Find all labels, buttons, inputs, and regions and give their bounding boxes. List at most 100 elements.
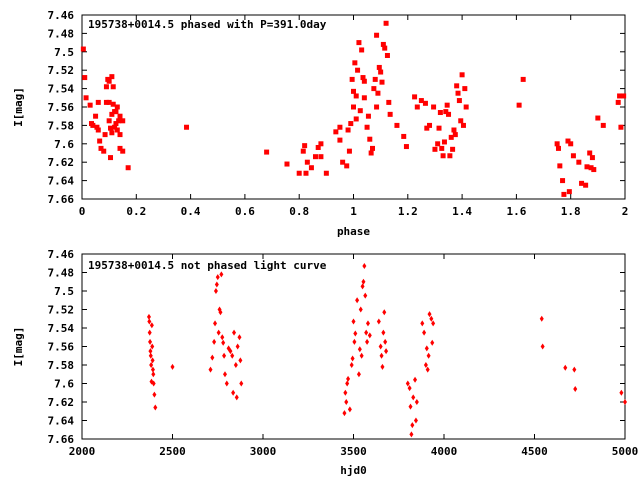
data-point (346, 148, 352, 154)
data-series (80, 20, 627, 197)
data-point (423, 362, 428, 368)
data-point (441, 139, 447, 145)
data-point (568, 141, 574, 147)
data-point (284, 161, 290, 167)
data-point (591, 167, 597, 173)
data-point (114, 104, 120, 110)
data-point (460, 122, 466, 128)
data-point (362, 263, 367, 270)
data-point (401, 133, 407, 139)
y-tick-label: 7.64 (48, 175, 75, 188)
data-point (357, 346, 362, 353)
data-point (215, 274, 220, 281)
data-point (539, 315, 544, 322)
data-point (452, 132, 458, 138)
data-point (360, 283, 365, 290)
data-point (584, 164, 590, 170)
data-point (619, 389, 624, 396)
x-tick-label: 0.2 (126, 205, 146, 218)
data-point (170, 363, 175, 370)
data-point (411, 394, 416, 401)
y-tick-label: 7.56 (48, 101, 75, 114)
x-tick-label: 0.6 (235, 205, 255, 218)
data-point (374, 104, 380, 110)
y-tick-label: 7.58 (48, 119, 75, 132)
data-point (218, 309, 223, 316)
data-point (221, 339, 226, 346)
data-point (150, 366, 155, 373)
data-point (103, 84, 109, 90)
data-point (318, 141, 324, 147)
data-point (220, 334, 225, 341)
data-point (214, 281, 219, 288)
data-point (355, 67, 361, 73)
data-point (412, 94, 418, 100)
data-point (147, 318, 152, 325)
data-point (315, 144, 321, 150)
data-point (383, 20, 389, 26)
data-point (557, 163, 563, 169)
data-point (615, 99, 621, 105)
y-tick-label: 7.52 (48, 304, 75, 317)
data-point (414, 104, 420, 110)
data-point (340, 159, 346, 165)
data-point (148, 352, 153, 359)
data-point (344, 163, 350, 169)
data-point (365, 338, 370, 345)
data-point (455, 90, 461, 96)
data-point (429, 315, 434, 322)
data-point (87, 102, 93, 108)
data-point (436, 125, 442, 131)
x-tick-label: 1.8 (561, 205, 581, 218)
data-point (208, 366, 213, 373)
data-point (447, 153, 453, 159)
data-point (353, 330, 358, 337)
data-point (97, 138, 103, 144)
data-point (120, 118, 126, 124)
data-point (595, 115, 601, 121)
data-point (106, 118, 112, 124)
data-point (112, 124, 118, 130)
data-point (572, 366, 577, 373)
data-point (348, 121, 354, 127)
data-point (347, 406, 352, 413)
data-point (345, 380, 350, 387)
data-point (222, 352, 227, 359)
y-axis-label: I[mag] (12, 327, 25, 367)
data-point (106, 99, 112, 105)
data-point (560, 178, 566, 184)
data-point (232, 329, 237, 336)
data-point (448, 134, 454, 140)
data-point (90, 122, 96, 128)
data-point (337, 137, 343, 143)
y-tick-label: 7.48 (48, 267, 75, 280)
data-point (561, 191, 567, 197)
data-point (437, 110, 443, 116)
data-point (231, 389, 236, 396)
data-point (456, 98, 462, 104)
data-point (358, 306, 363, 313)
y-tick-label: 7.64 (48, 415, 75, 428)
data-point (618, 124, 624, 130)
data-point (384, 52, 390, 58)
data-point (420, 320, 425, 327)
data-point (296, 170, 302, 176)
data-point (413, 417, 418, 424)
x-tick-label: 0 (79, 205, 86, 218)
data-point (443, 109, 449, 115)
data-point (380, 363, 385, 370)
data-point (351, 88, 356, 94)
data-point (333, 129, 339, 135)
data-point (439, 145, 445, 151)
data-point (361, 95, 367, 101)
data-point (376, 64, 382, 70)
data-point (342, 410, 347, 417)
data-point (117, 113, 123, 119)
data-point (573, 386, 578, 393)
y-tick-label: 7.66 (48, 433, 75, 446)
data-point (302, 143, 308, 149)
y-tick-label: 7.6 (54, 378, 74, 391)
data-point (563, 364, 568, 371)
chart-panel-1: 0 0.2 0.4 0.6 0.8 1 1.2 1.4 1.6 1.8 2 7.46 7.48 7.5 7.… (12, 9, 628, 238)
